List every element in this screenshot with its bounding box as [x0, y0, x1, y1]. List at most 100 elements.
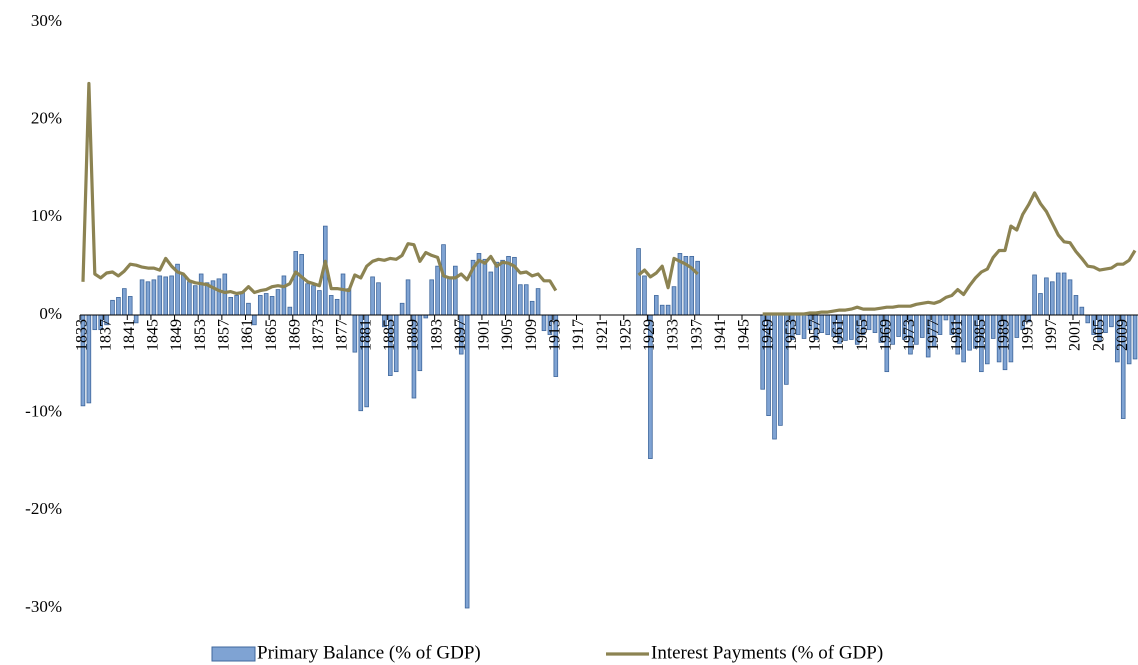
bar: [145, 281, 151, 316]
bar: [311, 285, 316, 316]
bar: [1038, 293, 1043, 316]
x-tick-label: 1977: [925, 319, 942, 351]
x-tick-label: 1869: [286, 319, 303, 351]
x-tick-label: 1921: [594, 319, 611, 351]
y-tick-label: -30%: [25, 597, 62, 616]
bar: [429, 279, 434, 316]
bar: [181, 274, 186, 316]
x-tick-label: 1873: [310, 319, 327, 351]
y-tick-label: 30%: [31, 11, 62, 30]
bar: [1109, 314, 1114, 328]
bar: [352, 314, 358, 353]
x-tick-label: 1897: [452, 319, 469, 351]
x-tick-label: 1913: [546, 319, 563, 351]
bar: [653, 295, 659, 316]
bar: [240, 292, 245, 316]
bar: [494, 261, 499, 316]
bar: [169, 275, 174, 316]
bar: [1014, 314, 1020, 338]
bar: [263, 293, 269, 316]
x-tick-label: 1989: [996, 319, 1013, 351]
bar: [1132, 314, 1138, 360]
bar: [1032, 274, 1037, 316]
bar: [447, 277, 452, 316]
bar: [257, 295, 263, 316]
x-tick-label: 1937: [688, 319, 705, 351]
x-tick-label: 1953: [783, 319, 800, 351]
bar: [849, 314, 854, 340]
x-tick-label: 1941: [712, 319, 729, 351]
bar: [541, 314, 547, 332]
x-tick-label: 1885: [381, 319, 398, 351]
x-tick-label: 1981: [948, 319, 965, 351]
legend-label: Interest Payments (% of GDP): [651, 642, 883, 663]
bar: [488, 271, 494, 316]
x-tick-label: 2001: [1067, 319, 1084, 351]
bar: [234, 295, 239, 316]
bar: [636, 248, 641, 316]
bar: [529, 300, 535, 316]
bar: [122, 288, 127, 316]
bar: [346, 288, 352, 316]
x-tick-label: 1861: [239, 319, 256, 351]
bar: [293, 251, 299, 316]
bar: [872, 314, 878, 333]
bar: [127, 296, 133, 316]
x-tick-label: 1973: [901, 319, 918, 351]
bar: [671, 286, 677, 316]
bar: [1044, 277, 1049, 316]
y-tick-label: 20%: [31, 109, 62, 128]
bar: [1067, 279, 1073, 316]
bar: [204, 282, 210, 316]
bar: [157, 275, 163, 316]
line: [762, 191, 1137, 316]
bar: [435, 265, 440, 316]
bar: [340, 273, 346, 316]
bar: [801, 314, 807, 339]
bar: [642, 275, 647, 316]
bar: [1079, 306, 1085, 316]
x-tick-label: 1965: [854, 319, 871, 351]
bar: [305, 283, 310, 316]
x-tick-label: 1917: [570, 319, 587, 351]
bar: [1085, 314, 1091, 324]
bar: [659, 304, 665, 316]
bar: [287, 306, 293, 316]
bar: [246, 302, 251, 316]
x-tick-label: 1909: [523, 319, 540, 351]
x-tick-label: 1877: [334, 319, 351, 351]
bar: [523, 284, 529, 316]
bar: [825, 314, 830, 335]
bar: [943, 314, 949, 321]
legend-swatch: [211, 646, 256, 662]
bar: [1050, 281, 1055, 316]
bar: [317, 290, 322, 316]
x-tick-label: 1905: [499, 319, 516, 351]
bar: [216, 278, 222, 316]
bar: [535, 288, 541, 316]
bar: [116, 297, 121, 316]
bar: [1061, 272, 1067, 316]
bar: [151, 279, 157, 316]
legend-label: Primary Balance (% of GDP): [257, 642, 481, 663]
bar: [163, 276, 168, 316]
x-tick-label: 1957: [807, 319, 824, 351]
bar: [441, 244, 446, 316]
bar: [222, 273, 228, 316]
bar: [228, 297, 234, 316]
bar: [92, 314, 98, 331]
line: [81, 81, 558, 296]
x-tick-label: 1961: [830, 319, 847, 351]
y-tick-label: -10%: [25, 402, 62, 421]
bar: [919, 314, 925, 338]
bar: [990, 314, 996, 339]
bar: [778, 314, 783, 426]
x-tick-label: 1889: [405, 319, 422, 351]
x-tick-label: 1945: [736, 319, 753, 351]
bar: [464, 314, 470, 609]
bar: [896, 314, 901, 337]
x-tick-label: 1833: [74, 319, 91, 351]
bar: [334, 298, 340, 316]
bar: [689, 255, 695, 316]
